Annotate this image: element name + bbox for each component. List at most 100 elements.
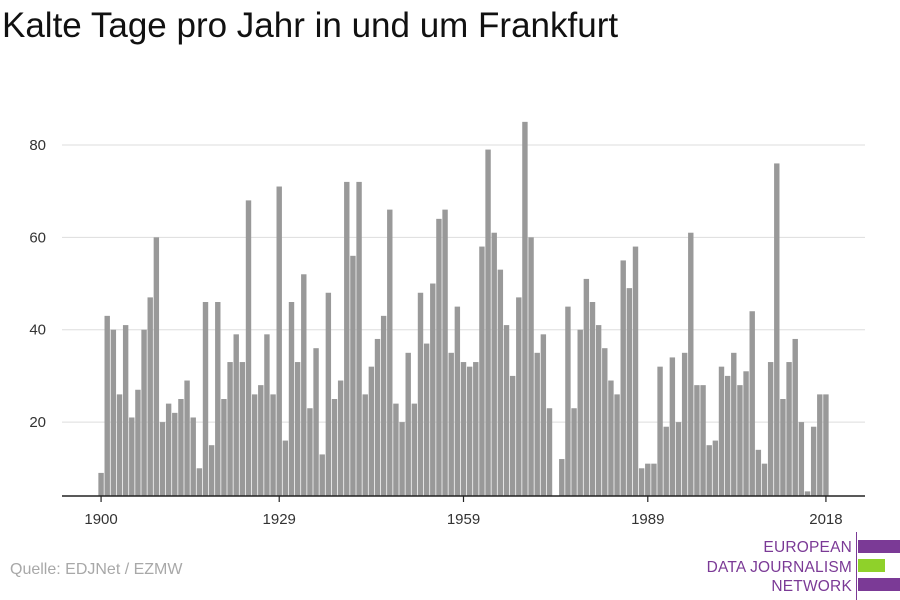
bar bbox=[632, 246, 639, 496]
logo-bar-middle bbox=[858, 559, 885, 572]
bar bbox=[387, 209, 393, 496]
bar bbox=[301, 274, 307, 496]
bar bbox=[460, 362, 467, 496]
bar bbox=[442, 209, 448, 496]
bar bbox=[767, 362, 774, 496]
bar bbox=[749, 311, 755, 496]
bar bbox=[804, 491, 811, 496]
y-tick-labels: 20 40 60 80 bbox=[29, 137, 46, 431]
bar bbox=[663, 426, 669, 496]
y-tick-label: 80 bbox=[29, 137, 46, 154]
bar bbox=[393, 403, 399, 496]
y-tick-label: 60 bbox=[29, 229, 46, 246]
bar bbox=[817, 394, 823, 496]
bar bbox=[147, 297, 153, 496]
bar bbox=[466, 366, 473, 496]
bar bbox=[436, 218, 442, 496]
bar bbox=[608, 380, 614, 496]
bar bbox=[473, 362, 479, 496]
bar bbox=[798, 422, 805, 496]
bar bbox=[454, 306, 461, 496]
bar bbox=[786, 362, 792, 496]
bar bbox=[743, 371, 749, 496]
logo-line-1: EUROPEAN bbox=[763, 539, 852, 556]
bar bbox=[227, 362, 233, 496]
chart-title: Kalte Tage pro Jahr in und um Frankfurt bbox=[2, 6, 619, 45]
bar bbox=[356, 181, 362, 496]
bar bbox=[589, 302, 596, 496]
bar bbox=[638, 468, 645, 496]
bars bbox=[98, 121, 829, 497]
bar bbox=[577, 329, 583, 496]
bar bbox=[215, 302, 221, 496]
bar bbox=[380, 315, 387, 496]
bar bbox=[362, 394, 368, 496]
bar bbox=[516, 297, 522, 496]
bar bbox=[528, 237, 534, 497]
bar bbox=[688, 232, 694, 496]
bar bbox=[430, 283, 436, 496]
bar bbox=[159, 422, 166, 496]
bar bbox=[141, 329, 147, 496]
bar bbox=[755, 449, 762, 496]
bar bbox=[208, 445, 215, 496]
bar bbox=[571, 408, 577, 496]
bar bbox=[294, 362, 301, 496]
bar bbox=[602, 348, 608, 496]
bar bbox=[165, 403, 172, 496]
bar bbox=[399, 422, 405, 496]
bar bbox=[761, 463, 768, 496]
bar bbox=[491, 232, 497, 496]
bar bbox=[172, 412, 178, 496]
bar bbox=[423, 343, 430, 496]
bar bbox=[258, 385, 264, 496]
bar bbox=[325, 292, 332, 496]
bar bbox=[331, 399, 338, 496]
bar bbox=[307, 408, 313, 496]
bar bbox=[178, 399, 184, 496]
bar bbox=[129, 417, 135, 496]
bar bbox=[319, 454, 325, 496]
bar bbox=[264, 334, 270, 496]
bar bbox=[645, 463, 651, 496]
bar bbox=[681, 352, 688, 496]
bar bbox=[485, 149, 491, 497]
bar bbox=[559, 459, 565, 496]
logo-bar-bottom bbox=[858, 578, 900, 591]
bar bbox=[810, 426, 817, 496]
bar bbox=[540, 334, 547, 496]
bar bbox=[116, 394, 123, 496]
bar bbox=[626, 288, 633, 496]
bar bbox=[190, 417, 196, 496]
bar bbox=[724, 375, 731, 496]
y-tick-label: 40 bbox=[29, 322, 46, 339]
bar bbox=[706, 445, 712, 496]
bar bbox=[565, 306, 571, 496]
bar bbox=[196, 468, 203, 496]
bar bbox=[503, 325, 510, 496]
bar bbox=[405, 352, 411, 496]
bar bbox=[110, 329, 117, 496]
bar bbox=[774, 163, 780, 496]
bar bbox=[288, 302, 295, 496]
bar bbox=[251, 394, 258, 496]
bar bbox=[546, 408, 553, 496]
bar bbox=[700, 385, 706, 496]
x-tick-label: 1900 bbox=[84, 511, 117, 528]
bar bbox=[350, 255, 356, 496]
bar bbox=[184, 380, 190, 496]
x-tick-labels: 1900 1929 1959 1989 2018 bbox=[84, 496, 843, 528]
logo-text: EUROPEAN DATA JOURNALISM NETWORK bbox=[707, 538, 852, 597]
bar bbox=[675, 422, 682, 496]
bar bbox=[780, 399, 786, 496]
x-tick-label: 2018 bbox=[809, 511, 842, 528]
bar bbox=[823, 394, 829, 496]
x-tick-label: 1989 bbox=[631, 511, 664, 528]
bar bbox=[657, 366, 663, 496]
bar bbox=[651, 463, 657, 496]
bar bbox=[417, 292, 424, 496]
source-note: Quelle: EDJNet / EZMW bbox=[10, 561, 183, 578]
bar bbox=[270, 394, 276, 496]
y-tick-label: 20 bbox=[29, 414, 46, 431]
